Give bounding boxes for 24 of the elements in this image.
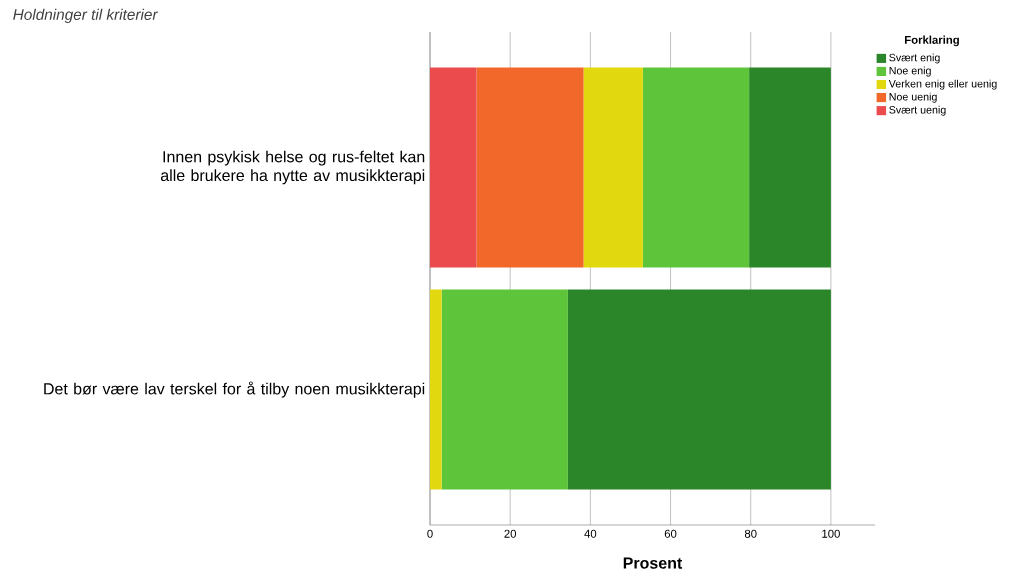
x-tick-label: 100 (822, 529, 840, 538)
bar (476, 67, 584, 268)
y-tick-label: Det bør være lav terskel for å tilby noen musikkterapi (44, 381, 425, 398)
bar (583, 67, 643, 268)
legend-label: Noe uenig (889, 92, 937, 103)
x-tick-label: 20 (504, 529, 517, 538)
legend-label: Svært uenig (889, 105, 946, 116)
bar (430, 67, 477, 268)
bar (441, 289, 568, 490)
text: Holdninger til kriterier (13, 8, 159, 23)
x-tick-label: 60 (664, 529, 677, 538)
legend-label: Noe enig (889, 66, 931, 77)
y-tick-label: Innen psykisk helse og rus-feltet kan alle brukere ha nytte av musikkterapi (160, 150, 425, 185)
bar (430, 289, 442, 490)
bar (749, 67, 831, 268)
legend-label: Svært enig (889, 53, 940, 64)
legend-label: Verken enig eller uenig (888, 79, 997, 90)
bar (567, 289, 831, 490)
bar (642, 67, 750, 268)
x-tick-label: 80 (744, 529, 757, 538)
x-axis-title: Prosent (623, 557, 683, 569)
x-tick-label: 0 (427, 529, 433, 538)
x-tick-label: 40 (584, 529, 597, 538)
legend-title: Forklaring (905, 35, 959, 47)
